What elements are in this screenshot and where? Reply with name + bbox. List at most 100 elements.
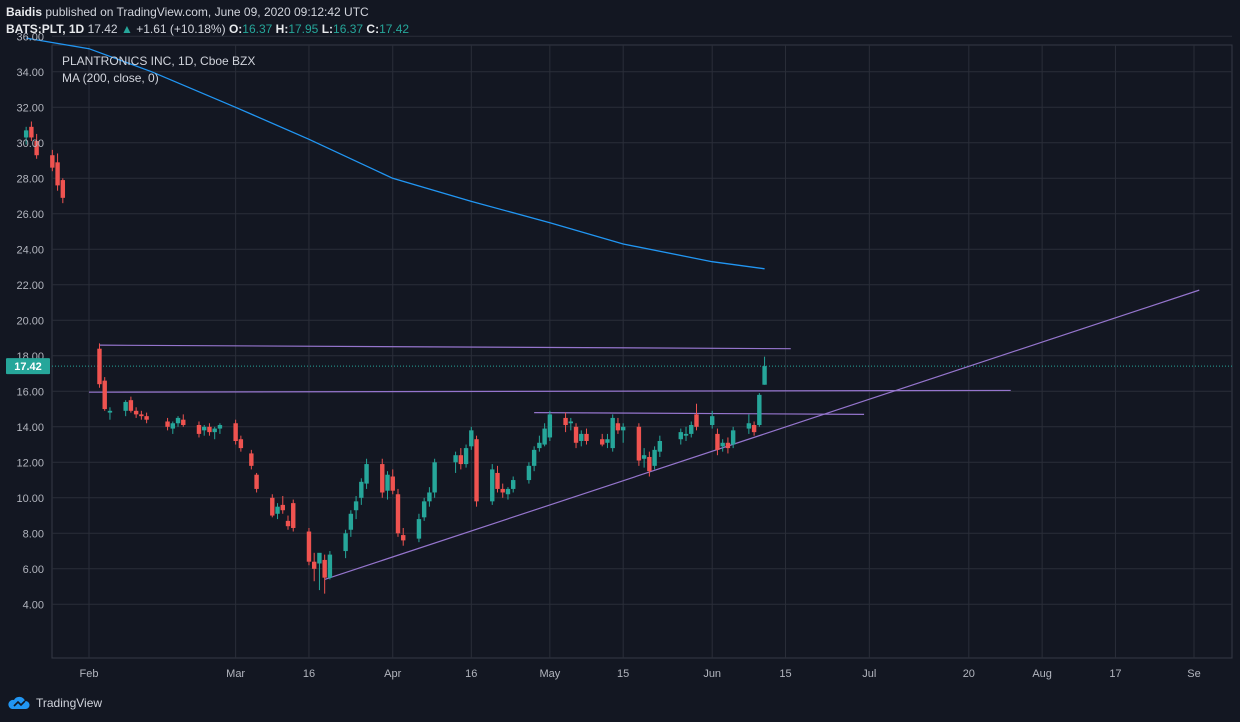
candle[interactable]: [505, 487, 511, 500]
candle[interactable]: [385, 471, 390, 500]
candle[interactable]: [605, 433, 610, 449]
candle[interactable]: [751, 421, 757, 436]
candles[interactable]: [23, 121, 767, 594]
candle[interactable]: [196, 421, 202, 438]
candle[interactable]: [678, 428, 683, 445]
tradingview-logo[interactable]: TradingView: [8, 696, 102, 710]
candle[interactable]: [353, 496, 359, 520]
candle[interactable]: [584, 428, 589, 445]
price-chart[interactable]: 4.006.008.0010.0012.0014.0016.0018.0020.…: [0, 0, 1240, 688]
candle[interactable]: [144, 412, 149, 424]
candle[interactable]: [280, 496, 285, 514]
candle[interactable]: [23, 126, 29, 145]
candle[interactable]: [694, 403, 699, 431]
candle[interactable]: [107, 407, 113, 420]
author-name[interactable]: Baidis: [6, 5, 43, 19]
candle[interactable]: [322, 554, 327, 594]
candle[interactable]: [165, 417, 170, 431]
trendline[interactable]: [88, 389, 1011, 393]
candle[interactable]: [641, 448, 647, 468]
candle[interactable]: [547, 410, 553, 441]
trendline[interactable]: [324, 289, 1200, 581]
candle[interactable]: [463, 444, 469, 468]
candle[interactable]: [390, 469, 395, 495]
candle[interactable]: [657, 435, 663, 457]
candle[interactable]: [495, 465, 500, 493]
candle[interactable]: [212, 426, 217, 440]
candle[interactable]: [306, 527, 312, 566]
candle[interactable]: [427, 487, 432, 507]
candle[interactable]: [715, 428, 720, 456]
candle[interactable]: [55, 153, 60, 191]
candle[interactable]: [526, 462, 532, 484]
candle[interactable]: [458, 448, 464, 470]
ma-legend[interactable]: MA (200, close, 0): [62, 71, 159, 85]
candle[interactable]: [710, 410, 715, 429]
candle[interactable]: [102, 377, 107, 411]
candle[interactable]: [636, 423, 642, 466]
candle[interactable]: [202, 425, 207, 436]
trendline[interactable]: [534, 412, 865, 415]
candle[interactable]: [563, 412, 568, 433]
candle[interactable]: [432, 458, 437, 498]
candle[interactable]: [453, 451, 458, 473]
candle[interactable]: [610, 414, 615, 452]
candle[interactable]: [652, 446, 657, 470]
candle[interactable]: [537, 435, 542, 452]
candle[interactable]: [401, 527, 406, 546]
candle[interactable]: [730, 426, 736, 449]
candle[interactable]: [531, 446, 537, 472]
candle[interactable]: [170, 421, 175, 434]
candle[interactable]: [29, 121, 34, 142]
candle[interactable]: [380, 458, 385, 498]
candle[interactable]: [128, 396, 134, 413]
candle[interactable]: [249, 449, 254, 470]
candle[interactable]: [725, 437, 731, 454]
candle[interactable]: [500, 483, 505, 498]
candle[interactable]: [343, 529, 348, 559]
candle[interactable]: [683, 426, 689, 441]
candle[interactable]: [469, 426, 474, 450]
candle[interactable]: [97, 343, 102, 388]
symbol-label[interactable]: BATS:PLT, 1D: [6, 22, 85, 36]
candle[interactable]: [207, 423, 212, 436]
candle[interactable]: [133, 407, 139, 418]
candle[interactable]: [291, 499, 296, 532]
candle[interactable]: [573, 423, 579, 449]
candle[interactable]: [175, 416, 181, 427]
candle[interactable]: [34, 133, 39, 159]
candle[interactable]: [600, 433, 605, 447]
candle[interactable]: [762, 356, 767, 385]
axes[interactable]: 4.006.008.0010.0012.0014.0016.0018.0020.…: [6, 31, 1201, 680]
candle[interactable]: [254, 472, 259, 493]
candle[interactable]: [348, 510, 354, 537]
candle[interactable]: [327, 551, 333, 580]
candle[interactable]: [275, 503, 280, 520]
candle[interactable]: [568, 417, 574, 431]
candle[interactable]: [270, 494, 275, 518]
candle[interactable]: [474, 435, 479, 507]
candle[interactable]: [689, 421, 694, 438]
candle[interactable]: [317, 552, 322, 591]
candle[interactable]: [50, 149, 55, 172]
candle[interactable]: [647, 451, 652, 477]
candle[interactable]: [359, 478, 364, 505]
candle[interactable]: [620, 423, 626, 443]
trendline[interactable]: [99, 344, 791, 350]
candle[interactable]: [139, 410, 144, 420]
candle[interactable]: [233, 419, 238, 445]
candle[interactable]: [217, 423, 223, 434]
candle[interactable]: [746, 414, 752, 434]
candle[interactable]: [510, 476, 516, 493]
candle[interactable]: [757, 393, 762, 427]
candle[interactable]: [364, 458, 369, 489]
candle[interactable]: [579, 430, 584, 447]
candle[interactable]: [416, 513, 422, 543]
candle[interactable]: [421, 497, 427, 521]
candle[interactable]: [542, 423, 547, 447]
candle[interactable]: [395, 488, 401, 537]
candle[interactable]: [720, 439, 725, 452]
candle[interactable]: [123, 400, 128, 417]
candle[interactable]: [181, 414, 186, 427]
candle[interactable]: [60, 178, 66, 204]
